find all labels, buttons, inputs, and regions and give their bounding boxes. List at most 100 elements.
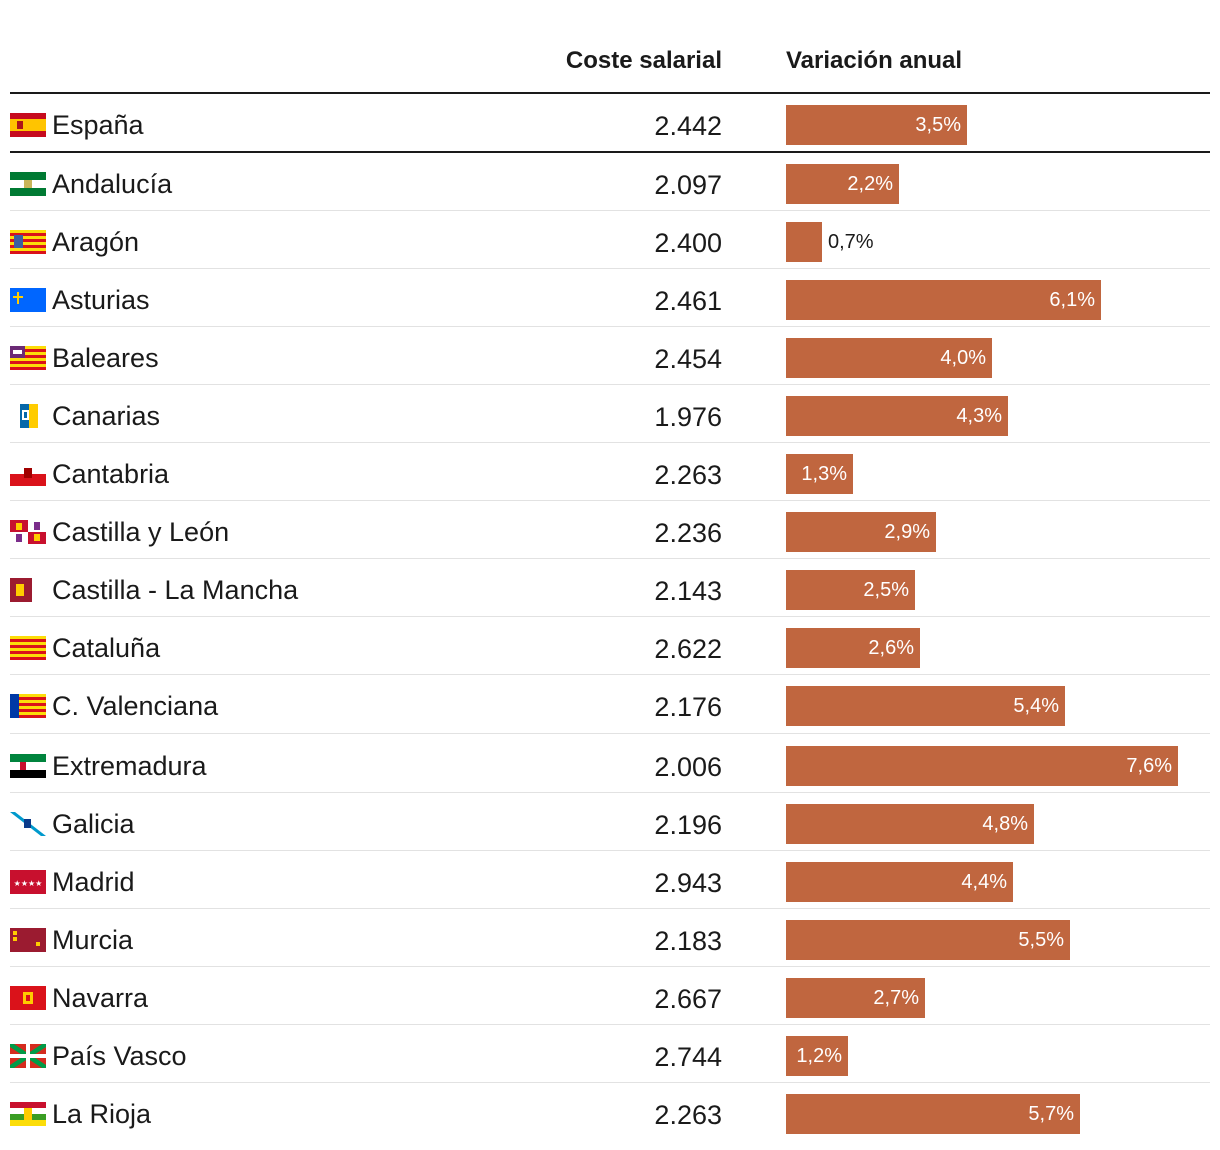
variation-bar [786, 804, 1034, 844]
region-name: Castilla y León [52, 517, 230, 547]
cost-value: 2.263 [654, 460, 722, 490]
extremadura-flag-icon [10, 754, 46, 778]
variation-label: 5,5% [1018, 929, 1064, 951]
variation-label: 5,7% [1028, 1103, 1074, 1125]
cost-value: 1.976 [654, 402, 722, 432]
variation-bar [786, 978, 925, 1018]
table-row: Cataluña 2.622 2,6% [0, 626, 1220, 684]
variation-label: 4,4% [961, 871, 1007, 893]
cost-value: 2.667 [654, 984, 722, 1014]
variation-label: 2,2% [847, 173, 893, 195]
variation-bar [786, 222, 822, 262]
variation-label: 5,4% [1013, 695, 1059, 717]
andalucia-flag-icon [10, 172, 46, 196]
region-name: Madrid [52, 867, 135, 897]
variation-bar [786, 105, 967, 145]
pais-vasco-flag-icon [10, 1044, 46, 1068]
cost-value: 2.461 [654, 286, 722, 316]
madrid-flag-icon: ★★★★ [10, 870, 46, 894]
cantabria-flag-icon [10, 462, 46, 486]
table-row: Aragón 2.400 0,7% [0, 220, 1220, 278]
table-row: Castilla y León 2.236 2,9% [0, 510, 1220, 568]
region-name: Cataluña [52, 633, 161, 663]
row-divider [10, 500, 1210, 501]
variation-label: 0,7% [828, 231, 874, 253]
variation-label: 4,0% [940, 347, 986, 369]
variation-bar [786, 628, 920, 668]
table-row: País Vasco 2.744 1,2% [0, 1034, 1220, 1092]
region-name: Galicia [52, 809, 135, 839]
galicia-flag-icon [10, 812, 46, 836]
row-divider [10, 792, 1210, 793]
region-name: La Rioja [52, 1099, 152, 1129]
cost-value: 2.442 [654, 111, 722, 141]
cost-value: 2.263 [654, 1100, 722, 1130]
variation-label: 1,3% [801, 463, 847, 485]
variation-bar [786, 1094, 1080, 1134]
row-divider [10, 268, 1210, 269]
baleares-flag-icon [10, 346, 46, 370]
region-name: C. Valenciana [52, 691, 219, 721]
murcia-flag-icon [10, 928, 46, 952]
variation-label: 6,1% [1049, 289, 1095, 311]
cost-value: 2.176 [654, 692, 722, 722]
header-cost: Coste salarial [565, 47, 722, 74]
row-divider [10, 616, 1210, 617]
region-name: Murcia [52, 925, 134, 955]
aragon-flag-icon [10, 230, 46, 254]
table-row: Castilla - La Mancha 2.143 2,5% [0, 568, 1220, 626]
table-row: Murcia 2.183 5,5% [0, 918, 1220, 976]
row-divider [10, 210, 1210, 211]
valenciana-flag-icon [10, 694, 46, 718]
row-divider [10, 1082, 1210, 1083]
table-row: Cantabria 2.263 1,3% [0, 452, 1220, 510]
region-name: Castilla - La Mancha [52, 575, 299, 605]
region-name: Canarias [52, 401, 161, 431]
row-divider [10, 733, 1210, 734]
row-divider [10, 326, 1210, 327]
table-row: La Rioja 2.263 5,7% [0, 1092, 1220, 1150]
region-name: España [52, 110, 144, 140]
variation-label: 2,6% [868, 637, 914, 659]
table-row: Extremadura 2.006 7,6% [0, 744, 1220, 802]
header-variation: Variación anual [786, 47, 963, 74]
variation-bar [786, 1036, 848, 1076]
variation-bar [786, 686, 1065, 726]
row-divider [10, 442, 1210, 443]
cost-value: 2.006 [654, 752, 722, 782]
la-rioja-flag-icon [10, 1102, 46, 1126]
variation-label: 2,5% [863, 579, 909, 601]
region-name: Cantabria [52, 459, 170, 489]
variation-label: 2,7% [873, 987, 919, 1009]
table-row: Galicia 2.196 4,8% [0, 802, 1220, 860]
table-row: Navarra 2.667 2,7% [0, 976, 1220, 1034]
total-row: España 2.442 3,5% [0, 103, 1220, 161]
spain-flag-icon [10, 113, 46, 137]
table-row: Baleares 2.454 4,0% [0, 336, 1220, 394]
castilla-leon-flag-icon [10, 520, 46, 544]
table-row: Asturias 2.461 6,1% [0, 278, 1220, 336]
cost-value: 2.400 [654, 228, 722, 258]
variation-bar [786, 396, 1008, 436]
region-name: Andalucía [52, 169, 173, 199]
variation-bar [786, 746, 1178, 786]
variation-label: 2,9% [884, 521, 930, 543]
variation-label: 7,6% [1126, 755, 1172, 777]
variation-bar [786, 280, 1101, 320]
row-divider [10, 908, 1210, 909]
cost-value: 2.744 [654, 1042, 722, 1072]
region-name: Asturias [52, 285, 150, 315]
variation-bar [786, 862, 1013, 902]
table-row: Canarias 1.976 4,3% [0, 394, 1220, 452]
asturias-flag-icon [10, 288, 46, 312]
cost-value: 2.943 [654, 868, 722, 898]
region-name: Aragón [52, 227, 140, 257]
table-row: C. Valenciana 2.176 5,4% [0, 684, 1220, 742]
region-name: Extremadura [52, 751, 207, 781]
variation-bar [786, 338, 992, 378]
castilla-la-mancha-flag-icon [10, 578, 46, 602]
cost-value: 2.196 [654, 810, 722, 840]
svg-text:★★★★: ★★★★ [14, 879, 43, 888]
variation-label: 4,8% [982, 813, 1028, 835]
